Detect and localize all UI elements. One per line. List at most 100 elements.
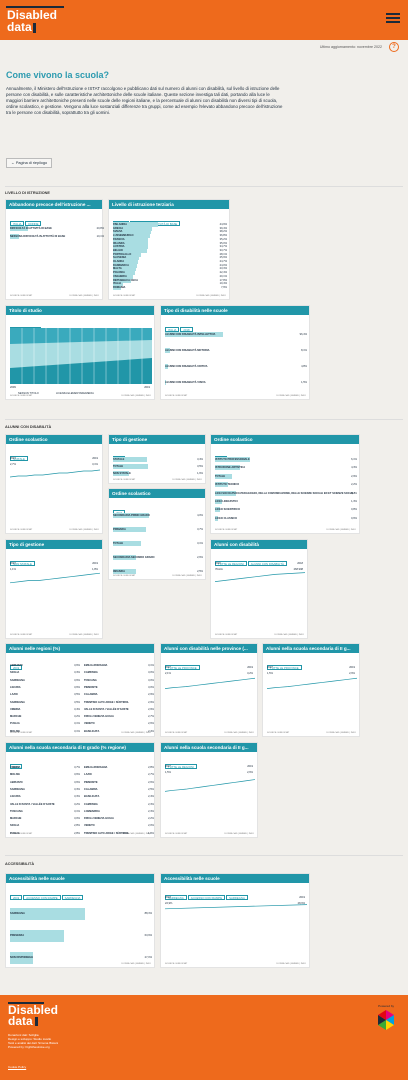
download-embed-links[interactable]: DOWNLOAD | EMBED | INFO xyxy=(224,732,254,734)
download-embed-links[interactable]: DOWNLOAD | EMBED | INFO xyxy=(172,575,202,577)
download-embed-links[interactable]: DOWNLOAD | EMBED | INFO xyxy=(121,833,151,835)
bar-value: 3,0% xyxy=(148,671,154,675)
filter-tags: 2019 ACCESSO CON RAMPE SARDEGNA xyxy=(10,886,84,900)
bar xyxy=(113,236,149,242)
filter-tag[interactable]: TUTTE LE PROVINCE xyxy=(267,665,302,670)
cookie-policy-link[interactable]: Cookie Policy xyxy=(8,1065,27,1069)
filter-tag[interactable]: 2019 xyxy=(10,764,23,769)
bar xyxy=(215,457,250,462)
bar-row: SARDEGNA 88,3% xyxy=(10,908,152,920)
bar xyxy=(10,908,86,920)
site-logo[interactable]: Disabled data xyxy=(6,6,64,34)
filter-tag[interactable]: NON STATALE xyxy=(10,561,35,566)
download-embed-links[interactable]: DOWNLOAD | EMBED | INFO xyxy=(276,395,306,397)
bar-label: INFANZIA xyxy=(113,570,125,573)
download-embed-links[interactable]: DOWNLOAD | EMBED | INFO xyxy=(121,395,151,397)
powered-by-logo-icon[interactable] xyxy=(376,1009,396,1031)
filter-tag[interactable]: SARDEGNA xyxy=(61,895,84,900)
bar-label: BELGIO xyxy=(113,248,123,252)
bar-value: 0,6% xyxy=(351,516,357,520)
bar-label: PIEMONTE xyxy=(84,780,98,784)
filter-tag[interactable]: ACCESSO CON RAMPE xyxy=(187,895,226,900)
bar-value: 2,4% xyxy=(148,795,154,799)
filter-tag[interactable]: STATALE xyxy=(10,456,28,461)
help-icon[interactable]: ? xyxy=(389,42,399,52)
footer-link[interactable]: Donazioni dati: Sofiglia xyxy=(8,1033,39,1037)
download-embed-links[interactable]: DOWNLOAD | EMBED | INFO xyxy=(69,634,99,636)
source-label: SOURCE: EUROSTAT xyxy=(165,732,188,734)
bar xyxy=(215,465,240,471)
footer-link[interactable]: Testi e analisi dei dati: Simona Bisiani xyxy=(8,1041,59,1045)
filter-tag[interactable]: 2019 xyxy=(10,665,23,670)
download-embed-links[interactable]: DOWNLOAD | EMBED | INFO xyxy=(196,295,226,297)
bar-label: ABRUZZO xyxy=(10,664,23,667)
filter-tag[interactable]: 2018 xyxy=(180,327,193,332)
bar-row: POLONIA 22,4% xyxy=(113,270,227,276)
bar-label: SARDEGNA xyxy=(10,700,25,704)
filter-tag[interactable]: TUTTE LE PROVINCE xyxy=(165,665,200,670)
bar-value: 17,8% xyxy=(219,278,227,282)
bar-label: LOMBARDIA xyxy=(84,809,100,813)
bar-value: 44,9% xyxy=(219,223,227,226)
bar-value: 88,3% xyxy=(144,912,152,915)
bar-label: FRIULI-VENEZIA GIULIA xyxy=(84,715,114,719)
bar-label: TOSCANA xyxy=(10,809,23,813)
filter-tag[interactable]: SARDEGNA xyxy=(165,895,187,900)
download-embed-links[interactable]: DOWNLOAD | EMBED | INFO xyxy=(172,479,202,481)
download-embed-links[interactable]: DOWNLOAD | EMBED | INFO xyxy=(121,732,151,734)
filter-tag[interactable]: DONNE xyxy=(25,221,42,226)
last-update: Ultimo aggiornamento: novembre 2022 xyxy=(319,45,382,49)
card-secondaria-province: Alunni nella scuola secondaria di II g..… xyxy=(262,643,360,737)
bar-value: 8,1% xyxy=(301,349,307,352)
bar-value: 3,6% xyxy=(74,685,80,689)
bar-value: 3,0% xyxy=(74,817,80,821)
download-embed-links[interactable]: DOWNLOAD | EMBED | INFO xyxy=(274,634,304,636)
filter-tag[interactable]: ALUNNI CON DISABILITÀ xyxy=(247,561,287,566)
bar xyxy=(10,226,29,231)
bar xyxy=(165,380,166,385)
bar-value: 3,7% xyxy=(197,528,203,531)
bar-row: ITALIA 10,4% xyxy=(113,281,227,287)
footer-logo[interactable]: Disabled data xyxy=(8,1002,58,1027)
filter-tag[interactable]: SARDEGNA xyxy=(226,895,248,900)
bar-row: LUSSEMBURGO 36,8% xyxy=(113,233,227,239)
download-embed-links[interactable]: DOWNLOAD | EMBED | INFO xyxy=(69,295,99,297)
bar xyxy=(215,507,220,513)
card-ordine-statale: Ordine scolastico STATALE SOURCE: EUROSTAT… xyxy=(5,434,103,534)
source-label: SOURCE: EUROSTAT xyxy=(165,963,188,965)
menu-icon[interactable] xyxy=(386,13,400,23)
bar-value: 2,2% xyxy=(148,817,154,821)
footer-link[interactable]: Powered by: Fightthestroke.org xyxy=(8,1045,50,1049)
download-embed-links[interactable]: DOWNLOAD | EMBED | INFO xyxy=(69,529,99,531)
back-button[interactable]: ← Pagina di riepilogo xyxy=(6,158,53,168)
filter-tag[interactable]: TUTTE LE REGIONI xyxy=(215,561,247,566)
bar-value: 23,3% xyxy=(219,267,227,271)
bar-value: 3,3% xyxy=(74,671,80,675)
bar-row: EMILIA-ROMAGNA 3,1% xyxy=(84,663,154,668)
bar xyxy=(113,270,136,276)
bar-value: 34,7% xyxy=(219,245,227,249)
filter-tag[interactable]: 2019 xyxy=(10,895,23,900)
bar xyxy=(113,569,136,574)
filter-tag[interactable]: ACCESSO CON RAMPE xyxy=(23,895,61,900)
bar xyxy=(215,490,237,496)
download-embed-links[interactable]: DOWNLOAD | EMBED | INFO xyxy=(224,833,254,835)
source-label: SOURCE: EUROSTAT xyxy=(165,395,188,397)
footer-link[interactable]: Design e sviluppo: Studio Livello xyxy=(8,1037,52,1041)
bar xyxy=(113,277,131,283)
bar-label: NESSUNA DIFFICOLTÀ IN ATTIVITÀ DI BASE xyxy=(10,235,66,238)
line-chart xyxy=(10,572,100,584)
bar xyxy=(215,515,219,521)
filter-tag[interactable]: ITALIA xyxy=(165,327,180,332)
filter-tag[interactable]: TUTTE LE REGIONI xyxy=(165,764,197,769)
download-embed-links[interactable]: DOWNLOAD | EMBED | INFO xyxy=(326,732,356,734)
bar-value: 20,1% xyxy=(219,274,227,278)
bar-row: ALUNNI CON DISABILITÀ MOTORIA 8,1% xyxy=(165,348,307,353)
download-embed-links[interactable]: DOWNLOAD | EMBED | INFO xyxy=(276,963,306,965)
download-embed-links[interactable]: DOWNLOAD | EMBED | INFO xyxy=(121,963,151,965)
filter-tag[interactable]: ITALIA xyxy=(10,221,25,226)
bar-row: UNGHERIA 20,1% xyxy=(113,273,227,279)
download-embed-links[interactable]: DOWNLOAD | EMBED | INFO xyxy=(326,529,356,531)
bar-label: SVEZIA xyxy=(113,230,123,234)
logo-line2: data xyxy=(7,20,32,34)
